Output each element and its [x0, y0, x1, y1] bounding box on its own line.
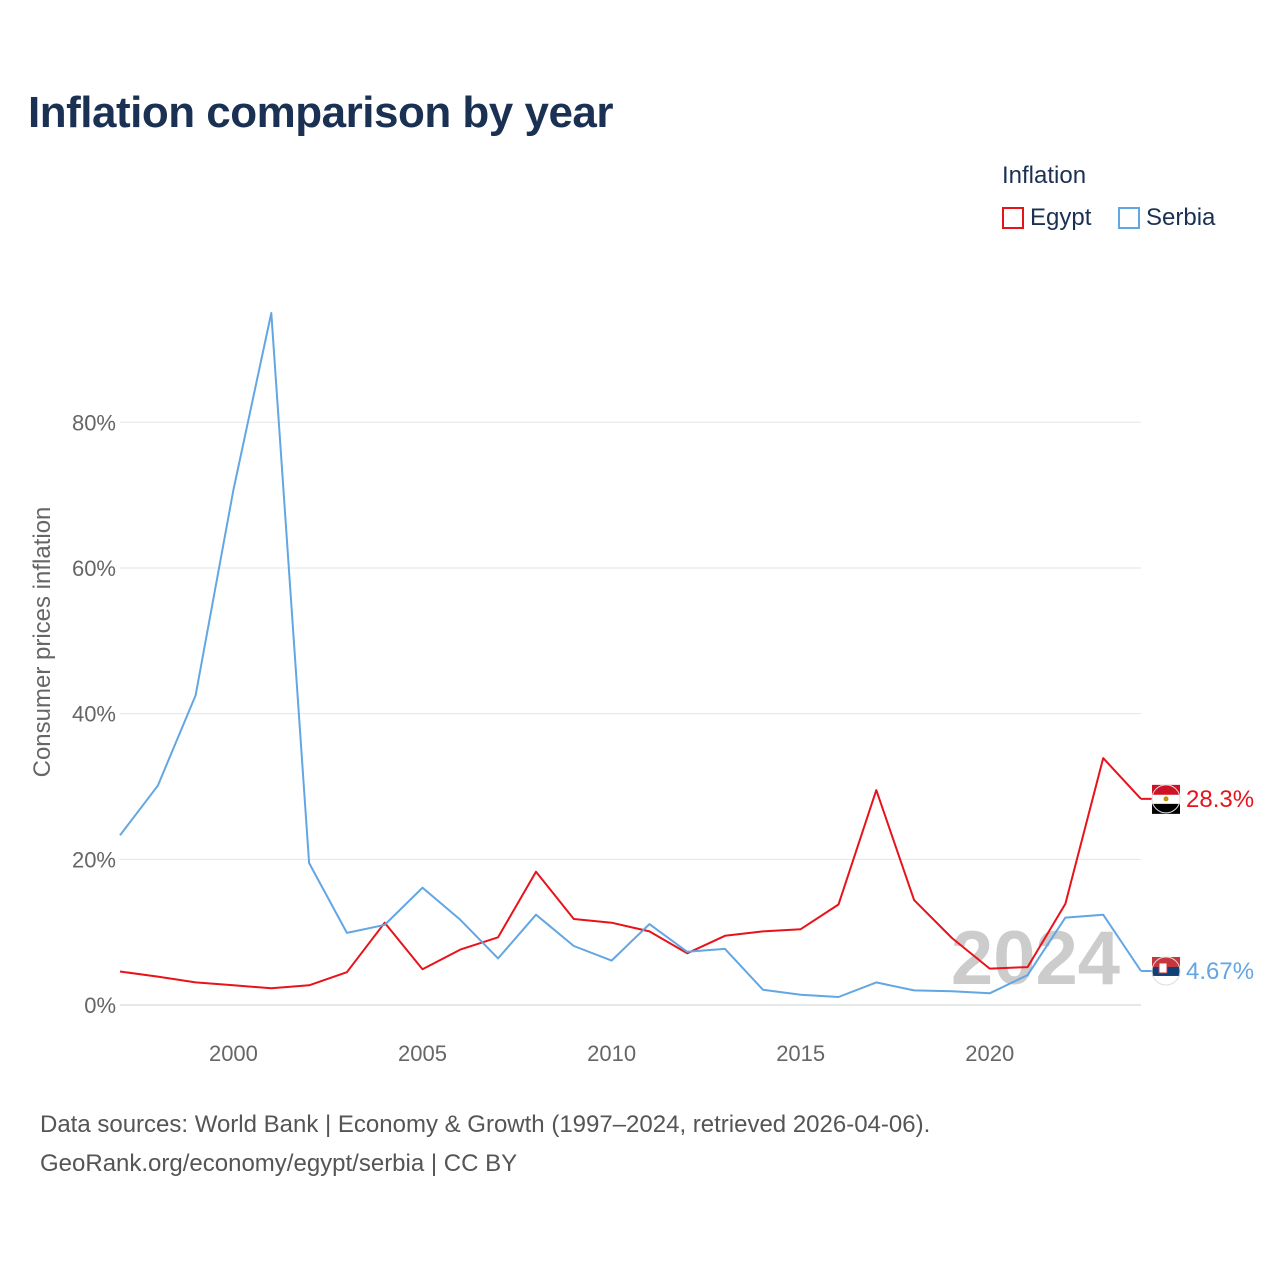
x-tick-label: 2010: [587, 1041, 636, 1066]
y-tick-label: 60%: [72, 556, 116, 581]
chart-title: Inflation comparison by year: [28, 88, 614, 137]
legend-item-egypt[interactable]: Egypt: [1002, 204, 1091, 232]
flag-egypt-icon: [1151, 784, 1181, 814]
x-tick-label: 2000: [209, 1041, 258, 1066]
y-tick-label: 40%: [72, 702, 116, 727]
y-axis-ticks: 0% 20% 40% 60% 80%: [72, 410, 116, 1018]
footer-link[interactable]: GeoRank.org/economy/egypt/serbia | CC BY: [40, 1150, 518, 1177]
grid-lines: [120, 421, 1141, 1006]
year-watermark: 2024: [951, 916, 1120, 1001]
legend-swatch-serbia: [1118, 207, 1140, 229]
series-line-serbia: [119, 312, 1142, 998]
end-markers: 28.3% 4.67%: [1141, 784, 1254, 986]
flag-ring: [1151, 956, 1181, 986]
flag-band: [1152, 784, 1180, 795]
legend-swatch-egypt: [1002, 207, 1024, 229]
series-lines: [119, 312, 1142, 998]
flag-emblem: [1163, 796, 1169, 802]
footer: Data sources: World Bank | Economy & Gro…: [40, 1105, 930, 1183]
flag-serbia-icon: [1151, 956, 1181, 986]
footer-source: Data sources: World Bank | Economy & Gro…: [40, 1111, 931, 1138]
flag-emblem: [1158, 962, 1168, 974]
series-line-egypt: [119, 757, 1142, 990]
x-tick-label: 2015: [776, 1041, 825, 1066]
legend-item-serbia[interactable]: Serbia: [1118, 204, 1215, 232]
legend-title: Inflation: [1002, 162, 1087, 189]
end-value-label-serbia: 4.67%: [1186, 958, 1254, 985]
x-tick-label: 2005: [398, 1041, 447, 1066]
x-tick-label: 2020: [965, 1041, 1014, 1066]
flag-ring: [1151, 784, 1181, 814]
y-tick-label: 0%: [84, 993, 116, 1018]
end-value-label-egypt: 28.3%: [1186, 786, 1254, 813]
flag-band: [1152, 975, 1180, 986]
flag-band: [1152, 956, 1180, 967]
legend-label-serbia: Serbia: [1146, 204, 1216, 231]
y-tick-label: 20%: [72, 847, 116, 872]
flag-band: [1152, 803, 1180, 814]
legend-label-egypt: Egypt: [1030, 204, 1092, 231]
y-tick-label: 80%: [72, 410, 116, 435]
y-axis-label: Consumer prices inflation: [29, 507, 56, 778]
x-axis-ticks: 2000 2005 2010 2015 2020: [209, 1041, 1014, 1066]
